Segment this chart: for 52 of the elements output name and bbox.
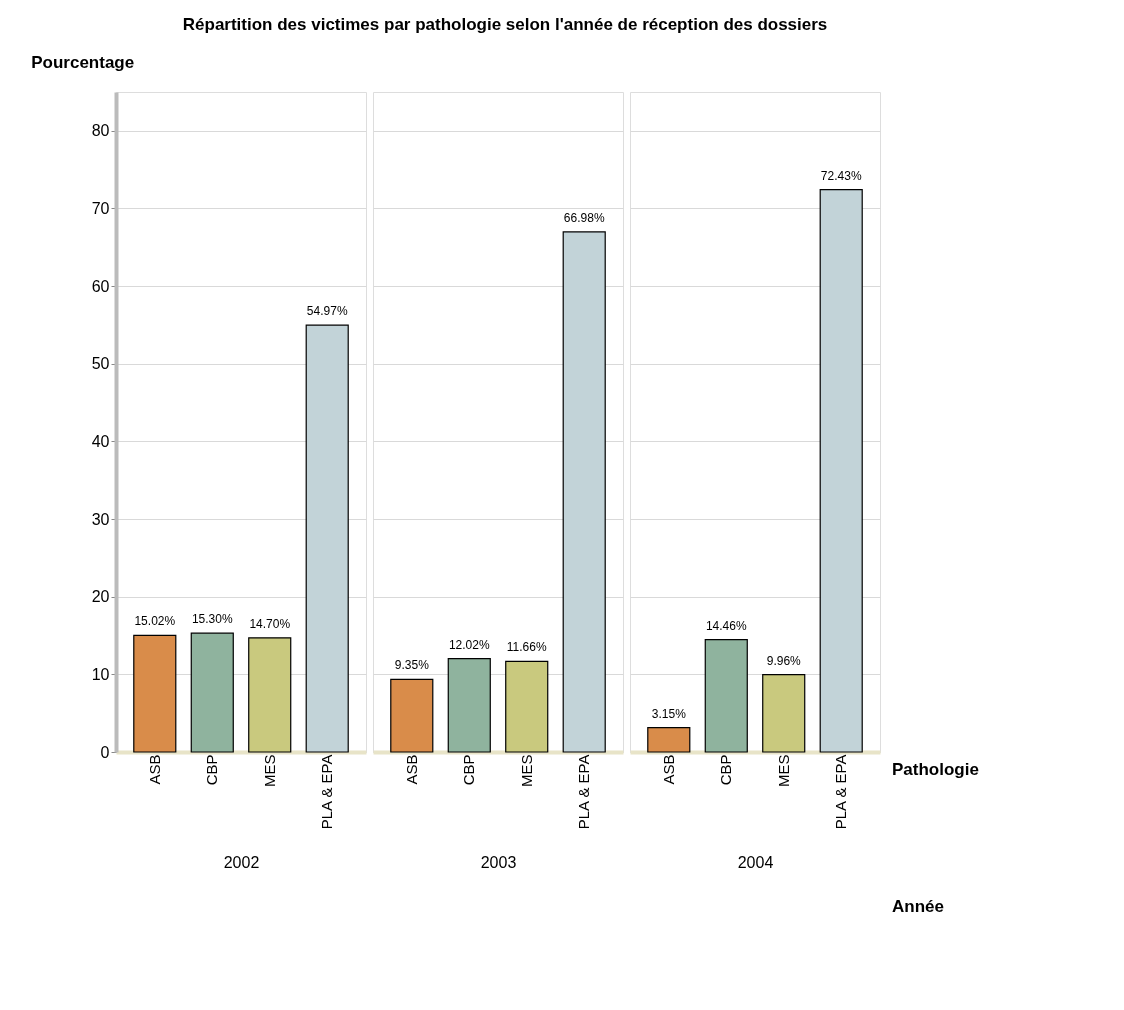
x-tick-label: PLA & EPA xyxy=(318,754,336,830)
text: Pathologie xyxy=(892,760,979,779)
bar xyxy=(819,189,863,753)
bar xyxy=(762,674,806,753)
data-label: 54.97% xyxy=(306,304,348,319)
text: Répartition des victimes par pathologie selon l'année de réception des dossiers xyxy=(182,14,828,34)
x-tick-label: ASB xyxy=(659,754,677,785)
bar xyxy=(305,324,349,753)
y-tick-label: 30 xyxy=(91,510,110,528)
data-label: 12.02% xyxy=(448,637,490,652)
data-label: 72.43% xyxy=(820,168,862,183)
data-label: 9.35% xyxy=(394,658,430,673)
bar xyxy=(704,639,748,753)
y-tick-label: 70 xyxy=(91,199,110,217)
y-tick-label: 0 xyxy=(100,743,110,761)
x-tick-label: MES xyxy=(774,754,792,788)
x-axis-title: 2003 xyxy=(480,854,517,872)
x-tick-label: CBP xyxy=(460,754,478,786)
bar xyxy=(505,660,549,753)
y-tick-label: 60 xyxy=(91,277,110,295)
bar xyxy=(248,637,292,753)
y-tick-label: 80 xyxy=(91,122,110,140)
y-tick-label: 40 xyxy=(91,432,110,450)
y-tick-label: 10 xyxy=(91,665,110,683)
x-tick-label: ASB xyxy=(145,754,163,785)
data-label: 14.70% xyxy=(249,616,291,631)
bar xyxy=(190,632,234,753)
y-tick-label: 20 xyxy=(91,588,110,606)
x-tick-label: MES xyxy=(260,754,278,788)
bar xyxy=(133,634,177,753)
bar xyxy=(647,726,691,753)
x-tick-label: ASB xyxy=(402,754,420,785)
x-tick-label: CBP xyxy=(203,754,221,786)
bar xyxy=(562,231,606,753)
data-label: 3.15% xyxy=(651,706,687,721)
x-axis-title: 2004 xyxy=(737,854,774,872)
data-label: 15.30% xyxy=(191,612,233,627)
data-label: 9.96% xyxy=(766,653,802,668)
y-tick-label: 50 xyxy=(91,355,110,373)
bar xyxy=(390,678,434,753)
text: Année xyxy=(892,897,944,916)
data-label: 11.66% xyxy=(506,640,547,655)
data-label: 14.46% xyxy=(705,618,747,633)
data-label: 66.98% xyxy=(563,210,605,225)
x-axis-title: 2002 xyxy=(223,854,260,872)
y-axis-title: Pourcentage xyxy=(31,53,135,72)
x-tick-label: MES xyxy=(517,754,535,788)
x-tick-label: PLA & EPA xyxy=(575,754,593,830)
x-tick-label: CBP xyxy=(717,754,735,786)
data-label: 15.02% xyxy=(134,614,176,629)
x-tick-label: PLA & EPA xyxy=(832,754,850,830)
bar xyxy=(447,658,491,753)
